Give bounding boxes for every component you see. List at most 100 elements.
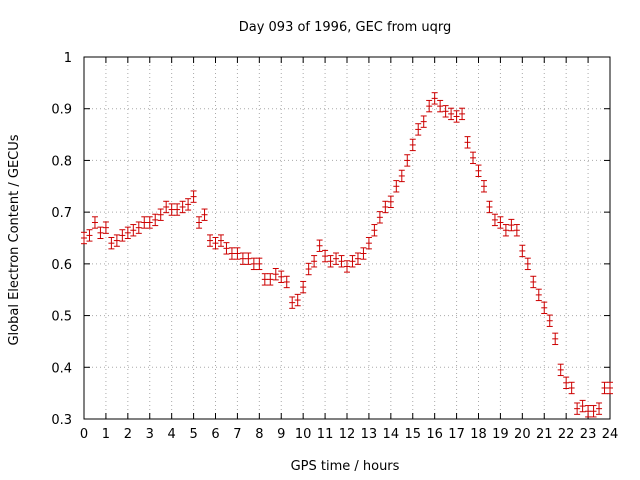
grid xyxy=(84,57,610,419)
data-point xyxy=(294,293,301,307)
data-point xyxy=(130,224,137,237)
data-point xyxy=(141,216,148,229)
data-point xyxy=(546,314,553,327)
data-point xyxy=(256,257,263,271)
x-tick-label: 2 xyxy=(124,427,132,442)
data-point xyxy=(470,151,477,165)
data-point xyxy=(212,236,219,250)
data-point xyxy=(442,105,449,118)
data-point xyxy=(486,200,493,214)
data-point xyxy=(513,224,520,237)
data-point xyxy=(409,138,416,152)
data-point xyxy=(453,110,460,123)
x-tick-label: 13 xyxy=(361,427,378,442)
y-axis-label: Global Electron Content / GECUs xyxy=(7,134,22,345)
x-tick-label: 8 xyxy=(255,427,263,442)
data-point xyxy=(234,247,241,260)
data-point xyxy=(497,216,504,229)
data-point xyxy=(349,255,356,268)
data-point xyxy=(91,216,98,229)
chart-title: Day 093 of 1996, GEC from uqrg xyxy=(239,20,452,35)
x-tick-label: 1 xyxy=(102,427,110,442)
data-point xyxy=(119,229,126,242)
x-axis-label: GPS time / hours xyxy=(291,459,400,474)
data-point xyxy=(305,262,312,276)
data-point xyxy=(333,252,340,265)
data-point xyxy=(196,216,203,229)
data-point xyxy=(157,208,164,221)
data-point xyxy=(448,107,455,121)
data-point xyxy=(535,288,542,302)
data-point xyxy=(250,257,257,271)
data-point xyxy=(519,244,526,258)
x-tick-label: 10 xyxy=(295,427,312,442)
data-point xyxy=(601,381,608,395)
x-tick-label: 0 xyxy=(80,427,88,442)
data-point xyxy=(464,136,471,149)
data-series xyxy=(81,92,613,418)
data-point xyxy=(228,247,235,260)
x-tick-label: 22 xyxy=(558,427,575,442)
x-tick-label: 9 xyxy=(277,427,285,442)
data-point xyxy=(557,363,564,377)
x-tick-label: 20 xyxy=(514,427,531,442)
data-point xyxy=(387,195,394,208)
x-tick-label: 12 xyxy=(339,427,356,442)
data-point xyxy=(360,247,367,260)
data-point xyxy=(426,99,433,113)
data-point xyxy=(97,226,104,240)
data-point xyxy=(124,226,131,240)
y-tick-label: 0.5 xyxy=(51,310,72,325)
data-point xyxy=(508,218,515,232)
data-point xyxy=(283,275,290,289)
y-tick-label: 0.3 xyxy=(51,413,72,428)
x-tick-label: 24 xyxy=(602,427,619,442)
data-point xyxy=(393,180,400,193)
data-point xyxy=(179,200,186,214)
data-point xyxy=(563,376,570,389)
axis-ticks: 0 1 2 3 4 5 6 7 8 9 10 11 12 13 14 15 16 17 18 19 20 21 22 23 24… xyxy=(51,51,618,442)
data-point xyxy=(135,221,142,234)
data-point xyxy=(278,270,285,283)
data-point xyxy=(168,203,175,216)
data-point xyxy=(185,198,192,211)
data-point xyxy=(201,208,208,221)
data-point xyxy=(289,296,296,309)
data-point xyxy=(480,180,487,193)
x-tick-label: 16 xyxy=(426,427,443,442)
data-point xyxy=(590,405,597,418)
data-point xyxy=(239,252,246,265)
data-point xyxy=(431,92,438,105)
data-point xyxy=(404,154,411,167)
data-point xyxy=(579,399,586,413)
data-point xyxy=(316,239,323,252)
data-point xyxy=(322,249,329,263)
data-point xyxy=(267,273,274,286)
data-point xyxy=(261,273,268,286)
data-point xyxy=(152,213,159,227)
x-tick-label: 15 xyxy=(404,427,421,442)
data-point xyxy=(354,252,361,265)
y-tick-label: 0.7 xyxy=(51,206,72,221)
data-point xyxy=(344,260,350,273)
data-point xyxy=(459,107,466,121)
x-tick-label: 17 xyxy=(448,427,465,442)
x-tick-label: 19 xyxy=(492,427,509,442)
data-point xyxy=(585,405,592,418)
data-point xyxy=(574,402,581,415)
y-tick-label: 0.6 xyxy=(51,258,72,273)
x-tick-label: 6 xyxy=(211,427,219,442)
data-point xyxy=(113,234,120,247)
y-tick-label: 1 xyxy=(64,51,72,66)
data-point xyxy=(146,216,153,229)
data-point xyxy=(475,164,482,177)
y-tick-label: 0.8 xyxy=(51,154,72,169)
data-point xyxy=(207,234,214,247)
data-point xyxy=(596,402,603,415)
data-point xyxy=(502,224,509,237)
x-tick-label: 21 xyxy=(536,427,553,442)
data-point xyxy=(382,200,389,214)
data-point xyxy=(530,275,537,289)
y-tick-label: 0.9 xyxy=(51,103,72,118)
